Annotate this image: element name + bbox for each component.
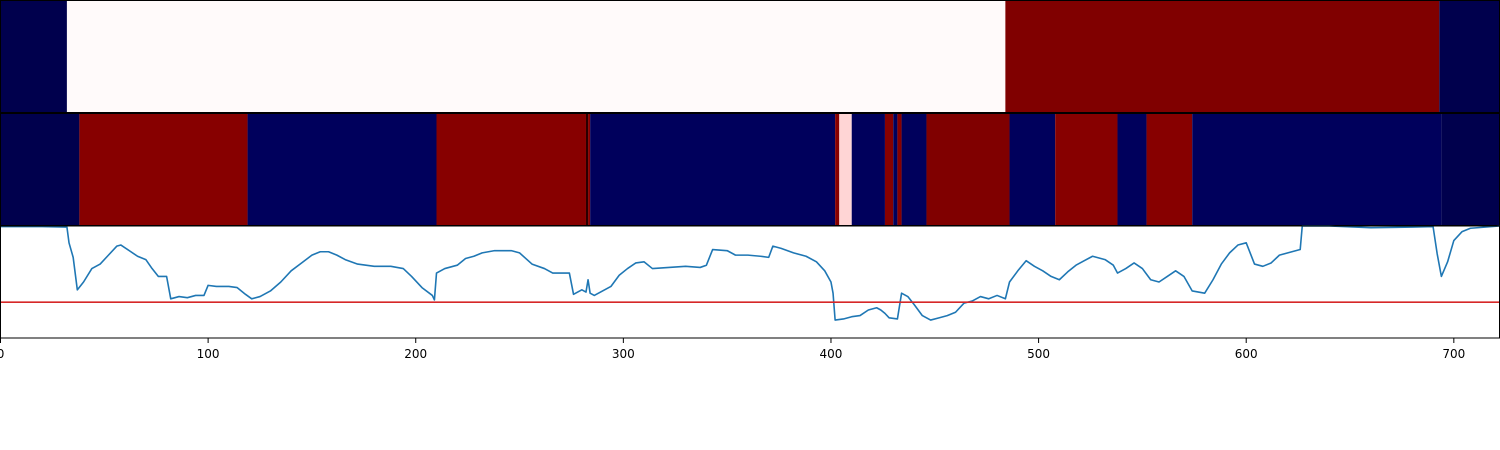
- heatmap-cell-2-8: [839, 113, 852, 226]
- heatmap-cell-2-2: [247, 113, 437, 226]
- x-tick-label-100: 100: [197, 347, 220, 361]
- line-layer: [0, 225, 1500, 321]
- plot-frame: [0, 225, 1500, 339]
- x-tick-label-200: 200: [404, 347, 427, 361]
- heatmap-cell-2-9: [851, 113, 885, 226]
- heatmap-cell-2-15: [1009, 113, 1056, 226]
- heatmap-cell-2-11: [893, 113, 898, 226]
- heatmap-cell-2-1: [79, 113, 248, 226]
- heatmap-cell-2-3: [436, 113, 586, 226]
- heatmap-cell-1-1: [66, 0, 1006, 113]
- heatmap-cell-2-5: [588, 113, 591, 226]
- heatmap-cell-2-4: [585, 113, 589, 226]
- heatmap-panel-middle: [0, 113, 1500, 226]
- heatmap-cell-2-13: [901, 113, 927, 226]
- heatmap-cell-2-18: [1146, 113, 1193, 226]
- heatmap-cell-2-20: [1441, 113, 1500, 226]
- heatmap-cell-1-3: [1439, 0, 1500, 113]
- heatmap-cell-2-17: [1117, 113, 1147, 226]
- heatmap-cell-2-0: [0, 113, 80, 226]
- line-panel: [0, 225, 1500, 339]
- heatmap-cell-1-0: [0, 0, 67, 113]
- heatmap-panel-top: [0, 0, 1500, 113]
- series-line-0: [0, 225, 1500, 321]
- heatmap-cell-2-12: [897, 113, 902, 226]
- heatmap-cell-2-7: [835, 113, 840, 226]
- x-tick-label-700: 700: [1442, 347, 1465, 361]
- heatmap-cell-2-16: [1055, 113, 1118, 226]
- heatmap-cell-1-2: [1005, 0, 1440, 113]
- x-tick-label-400: 400: [820, 347, 843, 361]
- x-axis: 0 100 200 300 400 500 600 700: [0, 338, 1465, 361]
- x-tick-label-300: 300: [612, 347, 635, 361]
- heatmap-cell-2-14: [926, 113, 1010, 226]
- x-tick-label-600: 600: [1235, 347, 1258, 361]
- heatmap-cell-2-6: [590, 113, 836, 226]
- heatmap-cell-2-19: [1192, 113, 1442, 226]
- x-tick-label-500: 500: [1027, 347, 1050, 361]
- heatmap-cell-2-10: [884, 113, 894, 226]
- x-tick-label-0: 0: [0, 347, 4, 361]
